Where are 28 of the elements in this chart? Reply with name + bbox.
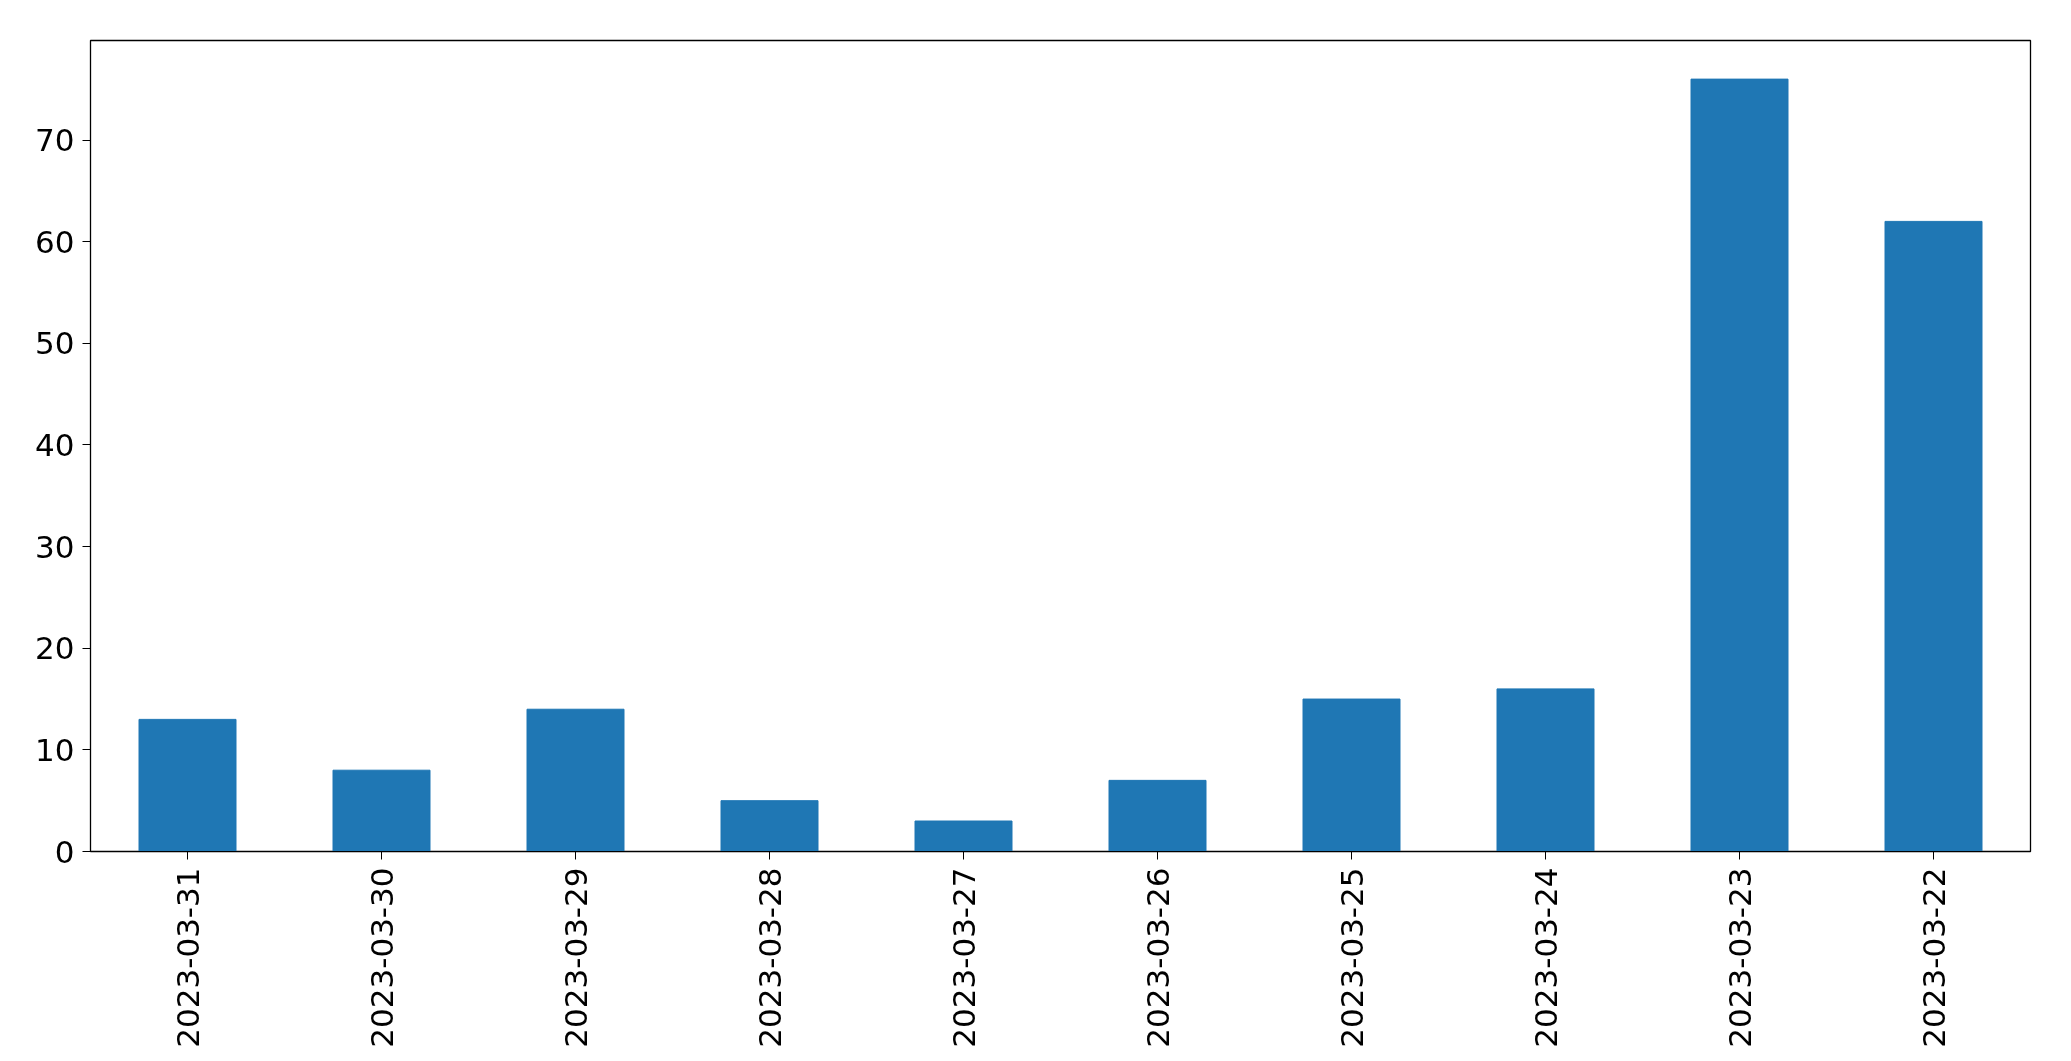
y-tick-label: 20 bbox=[35, 630, 75, 667]
y-tick-label: 30 bbox=[35, 528, 75, 565]
bar bbox=[526, 708, 625, 852]
x-tick-label: 2023-03-23 bbox=[1721, 867, 1758, 1048]
x-tick-label: 2023-03-31 bbox=[169, 867, 206, 1048]
bar bbox=[720, 800, 819, 852]
y-tick-label: 0 bbox=[54, 833, 75, 870]
bar bbox=[332, 769, 431, 852]
y-tick-label: 50 bbox=[35, 325, 75, 362]
y-tick-label: 40 bbox=[35, 426, 75, 463]
bar bbox=[138, 718, 237, 852]
x-tick-label: 2023-03-26 bbox=[1139, 867, 1176, 1048]
x-tick-label: 2023-03-30 bbox=[363, 867, 400, 1048]
bar bbox=[1884, 220, 1983, 852]
x-tick-label: 2023-03-25 bbox=[1333, 867, 1370, 1048]
x-tick-label: 2023-03-27 bbox=[945, 867, 982, 1048]
bar bbox=[1690, 78, 1789, 852]
y-tick-label: 10 bbox=[35, 731, 75, 768]
y-tick-label: 70 bbox=[35, 122, 75, 159]
x-tick-label: 2023-03-22 bbox=[1915, 867, 1952, 1048]
x-tick-label: 2023-03-24 bbox=[1527, 867, 1564, 1048]
x-tick-label: 2023-03-29 bbox=[557, 867, 594, 1048]
y-tick-label: 60 bbox=[35, 223, 75, 260]
x-tick-label: 2023-03-28 bbox=[751, 867, 788, 1048]
bar bbox=[1302, 698, 1401, 852]
bar bbox=[1108, 779, 1207, 852]
bar bbox=[914, 820, 1013, 852]
bar bbox=[1496, 688, 1595, 852]
